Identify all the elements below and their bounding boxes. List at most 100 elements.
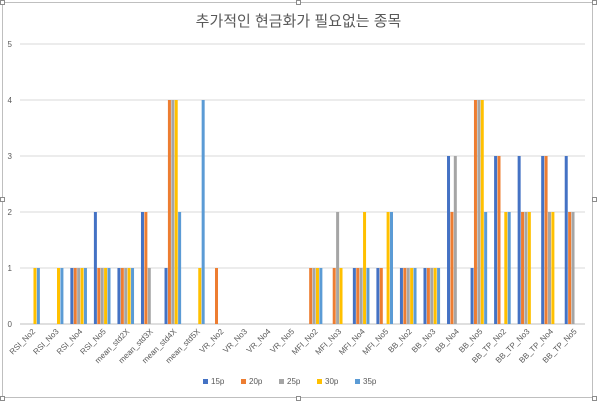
bar-30p-MFI_No4 <box>363 212 367 324</box>
bar-20p-VR_No2 <box>215 268 219 324</box>
legend-label-35p: 35p <box>363 377 377 386</box>
y-tick-label: 2 <box>8 208 13 217</box>
bar-30p-mean_std4X <box>174 100 178 324</box>
bar-20p-mean_std4X <box>167 100 171 324</box>
bar-35p-MFI_No4 <box>366 268 370 324</box>
bar-35p-mean_std5X <box>201 100 205 324</box>
bar-25p-MFI_No3 <box>336 212 340 324</box>
bar-35p-BB_No2 <box>413 268 417 324</box>
bar-15p-mean_std4X <box>164 268 168 324</box>
bar-35p-BB_No5 <box>484 212 488 324</box>
bar-35p-RSI_No5 <box>107 268 111 324</box>
bar-20p-BB_TP_No3 <box>521 212 525 324</box>
bar-25p-BB_No2 <box>406 268 410 324</box>
bar-35p-RSI_No3 <box>60 268 64 324</box>
bar-25p-BB_No5 <box>477 100 481 324</box>
resize-handle-bottom-left[interactable] <box>0 396 5 401</box>
bar-25p-mean_std4X <box>171 100 175 324</box>
bar-35p-BB_No3 <box>437 268 441 324</box>
bar-30p-MFI_No2 <box>315 268 319 324</box>
x-tick-label: MFI_No5 <box>361 327 391 357</box>
bar-35p-RSI_No2 <box>36 268 40 324</box>
bar-15p-RSI_No5 <box>93 212 97 324</box>
bar-25p-mean_std3X <box>147 268 151 324</box>
bar-15p-BB_TP_No2 <box>494 156 498 324</box>
bar-25p-BB_TP_No5 <box>571 212 575 324</box>
legend-swatch-25p <box>279 379 284 384</box>
resize-handle-top[interactable] <box>296 0 301 5</box>
bar-30p-RSI_No4 <box>80 268 84 324</box>
bar-35p-MFI_No2 <box>319 268 323 324</box>
bar-20p-mean_std2X <box>120 268 124 324</box>
bar-25p-MFI_No4 <box>359 268 363 324</box>
bar-15p-BB_No4 <box>447 156 451 324</box>
bar-20p-BB_No4 <box>450 212 454 324</box>
bar-25p-BB_No3 <box>430 268 434 324</box>
x-tick-label: BB_No4 <box>434 327 462 355</box>
bar-30p-BB_TP_No4 <box>551 212 555 324</box>
legend-label-20p: 20p <box>249 377 263 386</box>
y-tick-label: 4 <box>8 96 13 105</box>
legend-swatch-30p <box>317 379 322 384</box>
x-tick-label: VR_No3 <box>221 327 249 355</box>
bar-30p-BB_TP_No2 <box>504 212 508 324</box>
bar-20p-MFI_No5 <box>379 268 383 324</box>
bar-20p-MFI_No4 <box>356 268 360 324</box>
x-tick-label: VR_No2 <box>198 327 226 355</box>
x-tick-label: VR_No4 <box>245 327 273 355</box>
legend-label-15p: 15p <box>211 377 225 386</box>
x-tick-label: BB_No2 <box>386 327 414 355</box>
bar-30p-RSI_No3 <box>57 268 61 324</box>
bar-25p-BB_No4 <box>453 156 457 324</box>
bar-35p-mean_std2X <box>131 268 135 324</box>
bar-20p-BB_No5 <box>473 100 477 324</box>
bar-35p-MFI_No5 <box>389 212 393 324</box>
bar-15p-BB_TP_No4 <box>541 156 545 324</box>
resize-handle-left[interactable] <box>0 197 5 202</box>
bar-20p-mean_std3X <box>144 212 148 324</box>
bar-25p-RSI_No4 <box>77 268 81 324</box>
bar-30p-BB_TP_No3 <box>527 212 531 324</box>
bar-30p-RSI_No2 <box>33 268 37 324</box>
bar-35p-mean_std4X <box>178 212 182 324</box>
y-tick-label: 0 <box>8 320 13 329</box>
bar-30p-RSI_No5 <box>104 268 108 324</box>
bar-30p-mean_std2X <box>127 268 131 324</box>
bar-20p-BB_TP_No5 <box>568 212 572 324</box>
legend-label-30p: 30p <box>325 377 339 386</box>
resize-handle-bottom[interactable] <box>296 396 301 401</box>
bar-15p-RSI_No4 <box>70 268 74 324</box>
y-tick-label: 3 <box>8 152 13 161</box>
y-tick-label: 1 <box>8 264 13 273</box>
bar-35p-RSI_No4 <box>83 268 87 324</box>
bar-15p-BB_No3 <box>423 268 427 324</box>
bar-25p-RSI_No5 <box>100 268 104 324</box>
bar-30p-BB_No5 <box>480 100 484 324</box>
resize-handle-top-left[interactable] <box>0 0 5 5</box>
bar-20p-BB_TP_No2 <box>497 156 501 324</box>
bar-20p-BB_No3 <box>426 268 430 324</box>
bar-20p-RSI_No5 <box>97 268 101 324</box>
bar-25p-mean_std2X <box>124 268 128 324</box>
bar-15p-MFI_No5 <box>376 268 380 324</box>
legend-swatch-15p <box>203 379 208 384</box>
bar-35p-BB_TP_No2 <box>507 212 511 324</box>
bar-15p-BB_No5 <box>470 268 474 324</box>
bar-20p-MFI_No3 <box>332 268 336 324</box>
bar-15p-BB_TP_No5 <box>564 156 568 324</box>
bar-15p-BB_No2 <box>399 268 403 324</box>
bar-15p-mean_std3X <box>140 212 144 324</box>
bar-30p-BB_No2 <box>410 268 414 324</box>
bar-30p-MFI_No5 <box>386 212 390 324</box>
bar-20p-BB_No2 <box>403 268 407 324</box>
bar-25p-BB_TP_No3 <box>524 212 528 324</box>
bar-20p-MFI_No2 <box>309 268 313 324</box>
bar-15p-mean_std2X <box>117 268 121 324</box>
bar-20p-BB_TP_No4 <box>544 156 548 324</box>
bar-15p-BB_TP_No3 <box>517 156 521 324</box>
bar-25p-BB_TP_No4 <box>547 212 551 324</box>
legend-swatch-35p <box>355 379 360 384</box>
bar-15p-MFI_No4 <box>352 268 356 324</box>
bar-20p-RSI_No4 <box>73 268 77 324</box>
